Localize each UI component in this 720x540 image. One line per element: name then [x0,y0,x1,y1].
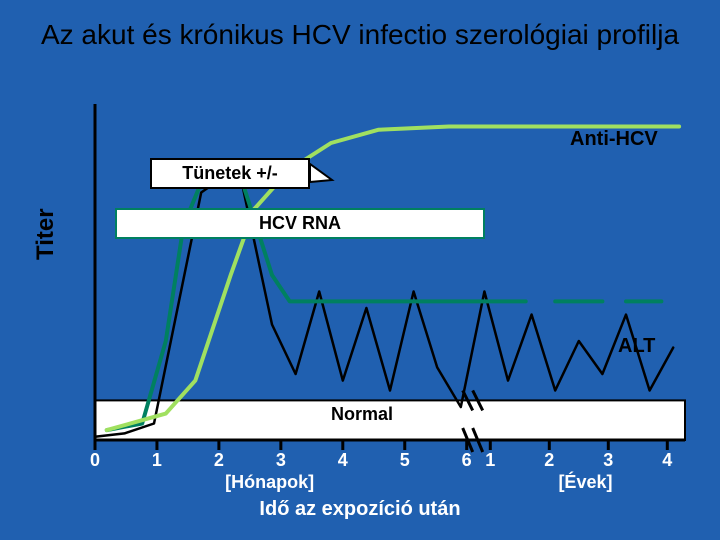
x-tick-year: 4 [652,450,682,471]
x-tick-year: 1 [475,450,505,471]
callout-hcv-rna-text: HCV RNA [259,213,341,233]
slide: Az akut és krónikus HCV infectio szeroló… [0,0,720,540]
x-tick-month: 5 [390,450,420,471]
x-tick-month: 4 [328,450,358,471]
x-tick-month: 1 [142,450,172,471]
label-anti-hcv: Anti-HCV [570,128,658,151]
x-tick-month: 3 [266,450,296,471]
callout-tunetek: Tünetek +/- [150,158,310,189]
label-normal: Normal [331,404,393,425]
x-tick-month: 2 [204,450,234,471]
x-axis-title: Idő az expozíció után [0,498,720,521]
label-alt: ALT [618,335,655,358]
callout-tunetek-text: Tünetek +/- [182,163,278,183]
x-tick-year: 2 [534,450,564,471]
x-tick-month: 0 [80,450,110,471]
x-tick-year: 3 [593,450,623,471]
callout-hcv-rna: HCV RNA [115,208,485,239]
x-group-years: [Évek] [558,472,612,493]
x-group-months: [Hónapok] [225,472,314,493]
